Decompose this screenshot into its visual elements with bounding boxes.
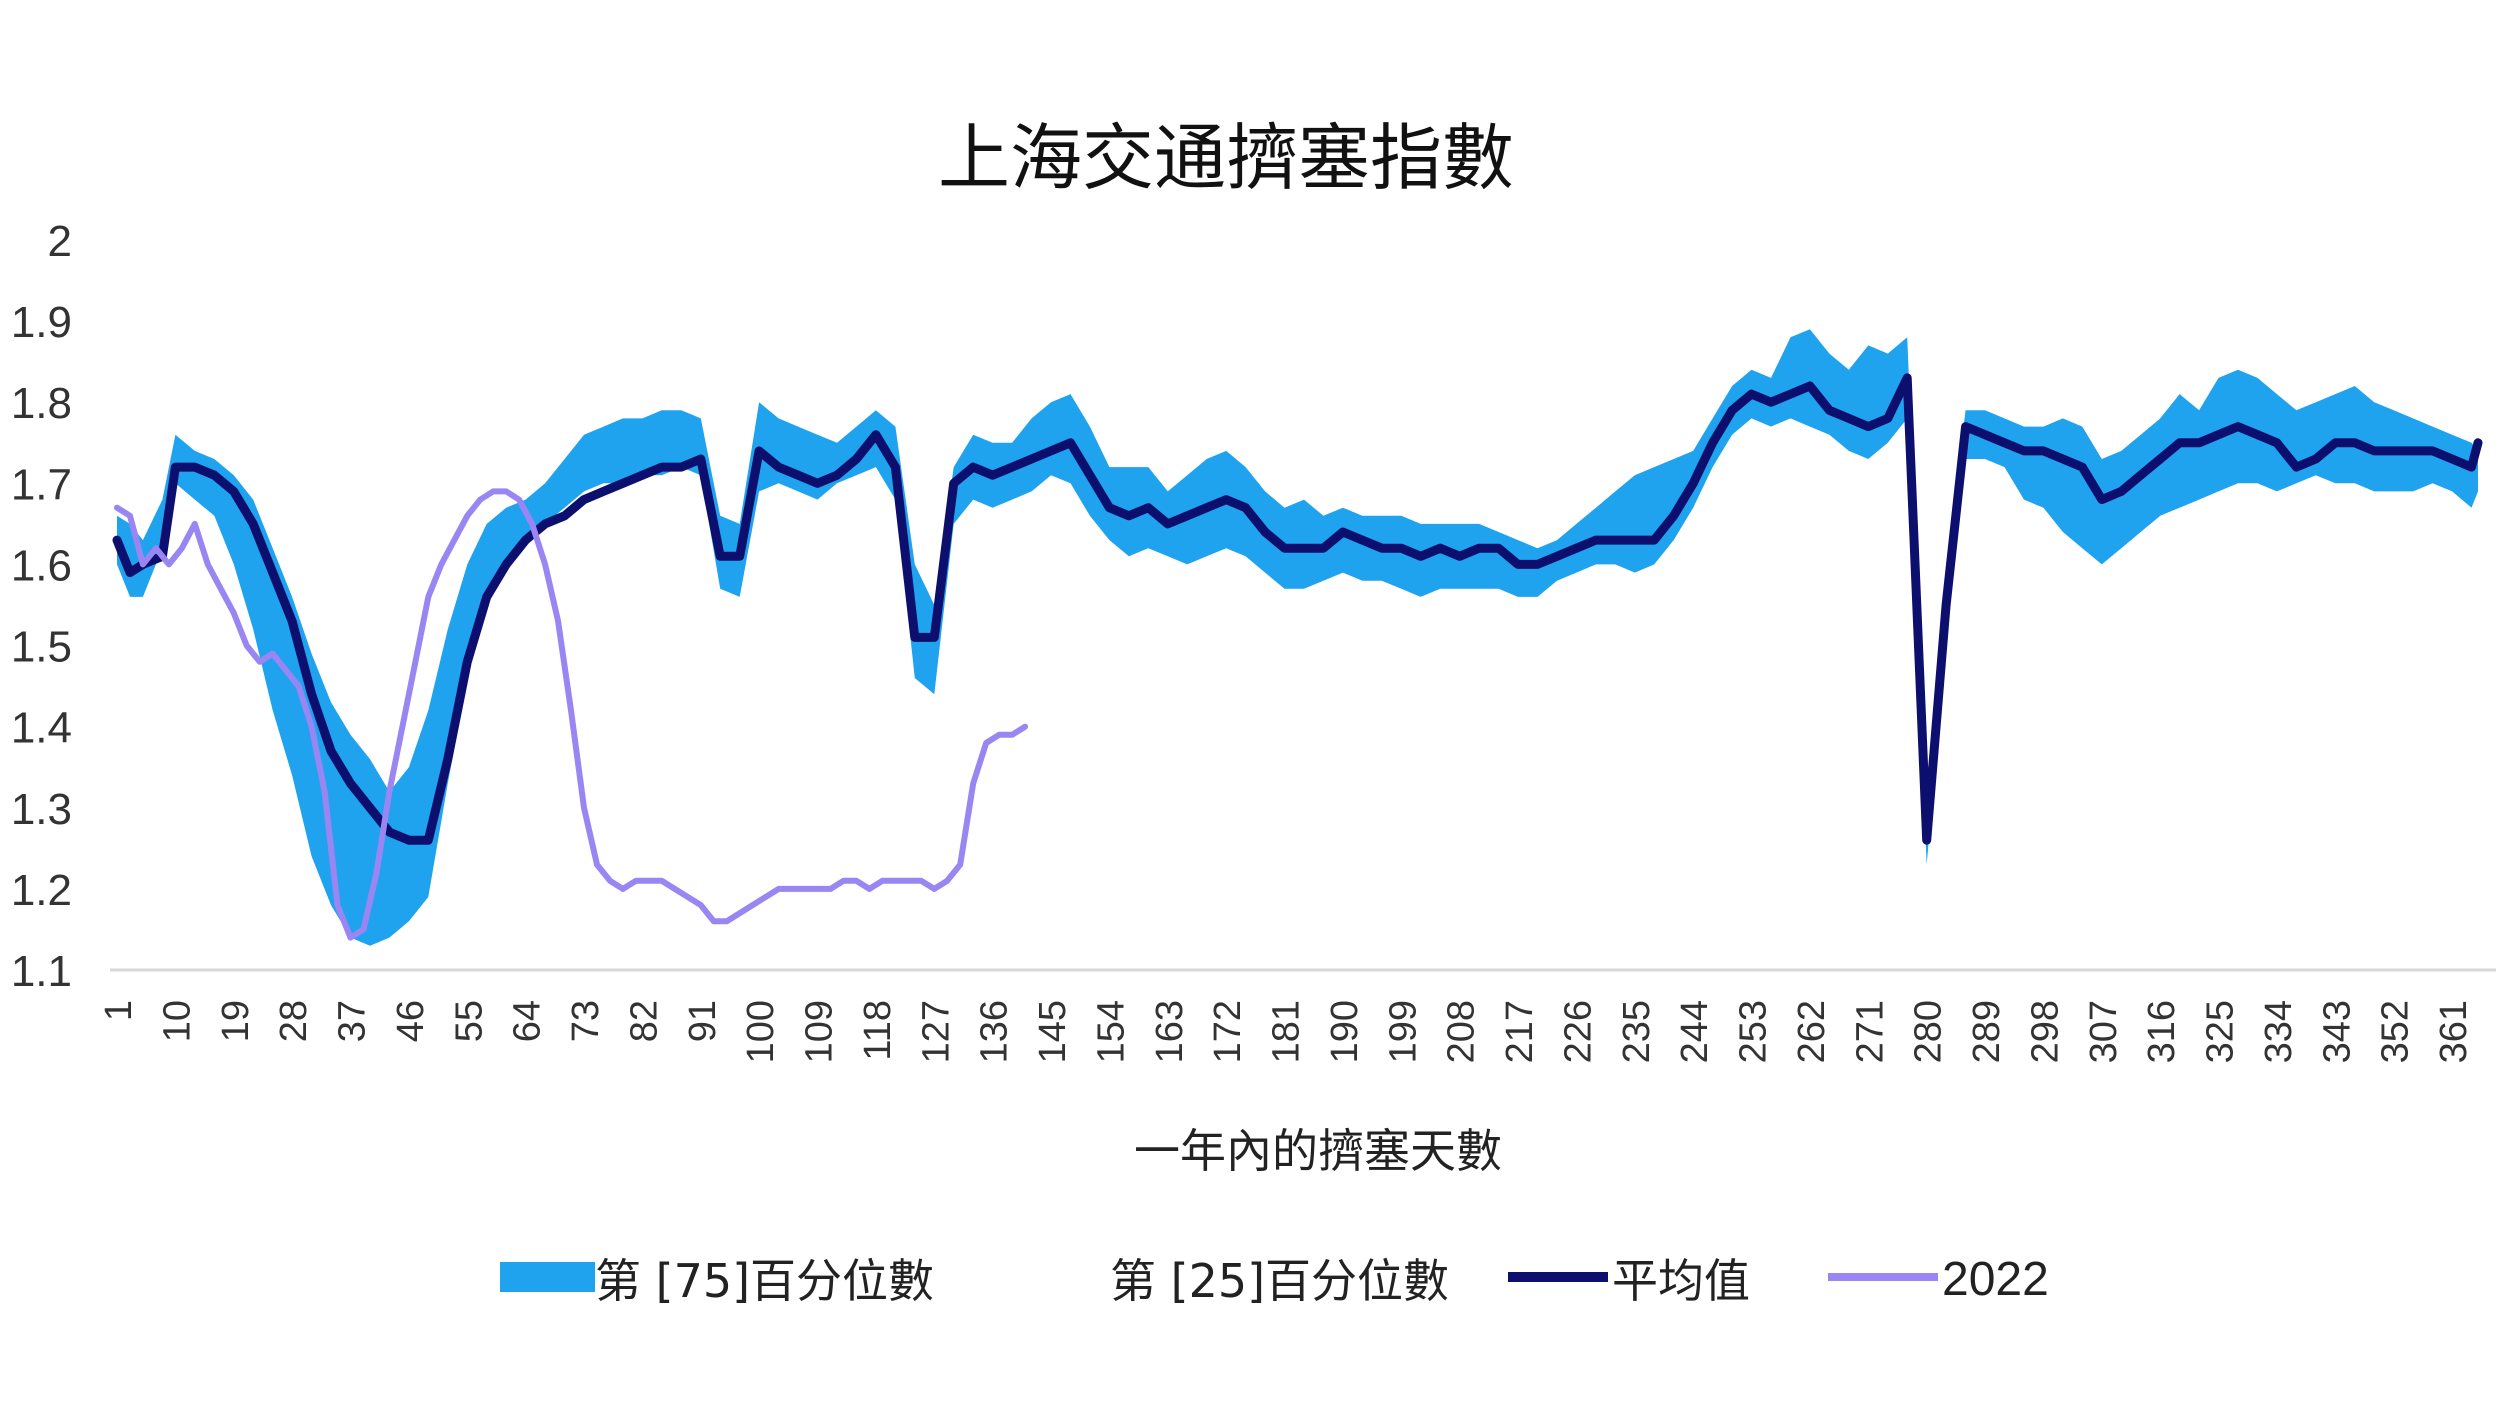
y-tick-label: 1.9 — [11, 298, 72, 347]
x-tick-label: 352 — [2375, 1000, 2417, 1063]
x-tick-label: 217 — [1499, 1000, 1541, 1063]
x-tick-label: 118 — [857, 1000, 899, 1061]
x-tick-label: 73 — [565, 1000, 607, 1042]
x-axis-ticks: 1 10 19 28 37 46 55 64 73 82 91 100 109 118 127 136 145 1… — [98, 1000, 2475, 1063]
x-tick-label: 82 — [623, 1000, 665, 1042]
y-tick-label: 1.6 — [11, 541, 72, 590]
x-tick-label: 280 — [1908, 1000, 1950, 1063]
series-line-2022 — [114, 488, 1029, 941]
x-tick-label: 235 — [1616, 1000, 1658, 1063]
x-tick-label: 19 — [215, 1000, 257, 1042]
x-tick-label: 190 — [1324, 1000, 1366, 1063]
plot-area — [112, 329, 2483, 946]
x-tick-label: 298 — [2024, 1000, 2066, 1063]
x-tick-label: 253 — [1733, 1000, 1775, 1063]
legend-label-mean: 平均值 — [1612, 1254, 1750, 1308]
x-tick-label: 91 — [682, 1000, 724, 1042]
x-tick-label: 262 — [1791, 1000, 1833, 1063]
legend-label-p75: 第 [75]百分位數 — [595, 1254, 934, 1308]
series-line-mean — [112, 373, 2483, 845]
x-tick-label: 325 — [2200, 1000, 2242, 1063]
x-tick-label: 289 — [1966, 1000, 2008, 1063]
x-tick-label: 1 — [98, 1000, 140, 1021]
x-tick-label: 208 — [1441, 1000, 1483, 1063]
y-tick-label: 1.5 — [11, 623, 72, 672]
x-tick-label: 46 — [390, 1000, 432, 1042]
y-tick-label: 1.3 — [11, 785, 72, 834]
x-tick-label: 37 — [332, 1000, 374, 1042]
x-tick-label: 28 — [273, 1000, 315, 1042]
x-tick-label: 199 — [1382, 1000, 1424, 1063]
x-tick-label: 343 — [2316, 1000, 2358, 1063]
y-tick-label: 1.8 — [11, 379, 72, 428]
legend-label-2022: 2022 — [1942, 1253, 2049, 1306]
x-tick-label: 271 — [1849, 1000, 1891, 1063]
y-tick-label: 1.4 — [11, 704, 72, 753]
chart-title: 上海交通擠塞指數 — [938, 116, 1514, 200]
y-axis-ticks: 2 1.9 1.8 1.7 1.6 1.5 1.4 1.3 1.2 1.1 — [11, 217, 72, 996]
x-tick-label: 136 — [974, 1000, 1016, 1063]
x-tick-label: 334 — [2258, 1000, 2300, 1063]
x-tick-label: 64 — [507, 1000, 549, 1042]
x-tick-label: 10 — [156, 1000, 198, 1042]
x-tick-label: 109 — [799, 1000, 841, 1063]
x-tick-label: 226 — [1557, 1000, 1599, 1063]
x-tick-label: 316 — [2141, 1000, 2183, 1063]
legend-swatch-p75 — [500, 1262, 595, 1292]
x-tick-label: 154 — [1090, 1000, 1132, 1063]
x-tick-label: 127 — [915, 1000, 957, 1063]
x-tick-label: 172 — [1207, 1000, 1249, 1063]
x-tick-label: 361 — [2433, 1000, 2475, 1063]
x-tick-label: 181 — [1266, 1000, 1308, 1063]
x-tick-label: 307 — [2083, 1000, 2125, 1063]
x-tick-label: 145 — [1032, 1000, 1074, 1063]
legend: 第 [75]百分位數 第 [25]百分位數 平均值 2022 — [500, 1253, 2049, 1308]
x-tick-label: 244 — [1674, 1000, 1716, 1063]
x-tick-label: 100 — [740, 1000, 782, 1063]
x-axis-label: 一年內的擠塞天數 — [1134, 1124, 1502, 1178]
x-tick-label: 55 — [448, 1000, 490, 1042]
x-tick-label: 163 — [1149, 1000, 1191, 1063]
y-tick-label: 1.7 — [11, 460, 72, 509]
legend-swatch-mean — [1508, 1272, 1608, 1282]
y-tick-label: 1.2 — [11, 866, 72, 915]
legend-swatch-2022 — [1828, 1273, 1938, 1281]
y-tick-label: 2 — [48, 217, 72, 266]
y-tick-label: 1.1 — [11, 947, 72, 996]
legend-label-p25: 第 [25]百分位數 — [1110, 1254, 1449, 1308]
